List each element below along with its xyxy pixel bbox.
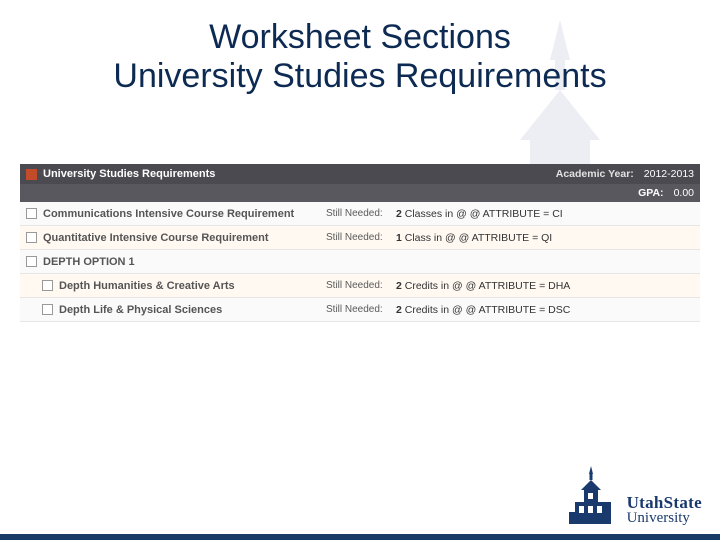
- requirement-row: Communications Intensive Course Requirem…: [20, 202, 700, 226]
- still-needed-label: Still Needed:: [326, 304, 396, 315]
- university-logo: UtahState University: [565, 464, 702, 526]
- requirement-label: Depth Humanities & Creative Arts: [42, 280, 326, 292]
- requirements-table: University Studies Requirements Academic…: [20, 164, 700, 322]
- status-unchecked-icon: [26, 208, 37, 219]
- requirement-row: Depth Life & Physical Sciences Still Need…: [20, 298, 700, 322]
- requirement-label-text: Quantitative Intensive Course Requiremen…: [43, 232, 269, 244]
- bottom-accent-bar: [0, 534, 720, 540]
- status-unchecked-icon: [26, 256, 37, 267]
- status-unchecked-icon: [26, 232, 37, 243]
- requirement-row: Depth Humanities & Creative Arts Still Ne…: [20, 274, 700, 298]
- gpa-row: GPA: 0.00: [20, 184, 700, 202]
- academic-year-label: Academic Year:: [556, 168, 634, 180]
- section-header: University Studies Requirements Academic…: [20, 164, 700, 184]
- title-line-1: Worksheet Sections: [209, 18, 511, 56]
- requirement-label: Quantitative Intensive Course Requiremen…: [26, 232, 326, 244]
- gpa-label: GPA:: [638, 187, 663, 199]
- gpa-value: 0.00: [674, 187, 694, 199]
- logo-text: UtahState University: [627, 494, 702, 526]
- status-incomplete-icon: [26, 169, 37, 180]
- still-needed-value: 1 Class in @ @ ATTRIBUTE = QI: [396, 232, 694, 244]
- still-needed-label: Still Needed:: [326, 208, 396, 219]
- requirement-label: Depth Life & Physical Sciences: [42, 304, 326, 316]
- still-needed-value: 2 Classes in @ @ ATTRIBUTE = CI: [396, 208, 694, 220]
- requirement-label-text: DEPTH OPTION 1: [43, 256, 135, 268]
- requirement-label: DEPTH OPTION 1: [26, 256, 326, 268]
- logo-line-2: University: [627, 511, 702, 526]
- still-needed-label: Still Needed:: [326, 232, 396, 243]
- section-title: University Studies Requirements: [43, 168, 215, 180]
- requirement-group-row: DEPTH OPTION 1: [20, 250, 700, 274]
- still-needed-value: 2 Credits in @ @ ATTRIBUTE = DHA: [396, 280, 694, 292]
- title-line-2: University Studies Requirements: [113, 57, 606, 95]
- requirement-label: Communications Intensive Course Requirem…: [26, 208, 326, 220]
- logo-line-1: UtahState: [627, 494, 702, 511]
- building-icon: [565, 464, 617, 526]
- requirement-label-text: Depth Life & Physical Sciences: [59, 304, 222, 316]
- status-unchecked-icon: [42, 280, 53, 291]
- requirement-label-text: Depth Humanities & Creative Arts: [59, 280, 235, 292]
- requirement-label-text: Communications Intensive Course Requirem…: [43, 208, 294, 220]
- still-needed-value: 2 Credits in @ @ ATTRIBUTE = DSC: [396, 304, 694, 316]
- page-title: Worksheet Sections University Studies Re…: [0, 0, 720, 104]
- status-unchecked-icon: [42, 304, 53, 315]
- requirement-row: Quantitative Intensive Course Requiremen…: [20, 226, 700, 250]
- academic-year-value: 2012-2013: [644, 168, 694, 180]
- still-needed-label: Still Needed:: [326, 280, 396, 291]
